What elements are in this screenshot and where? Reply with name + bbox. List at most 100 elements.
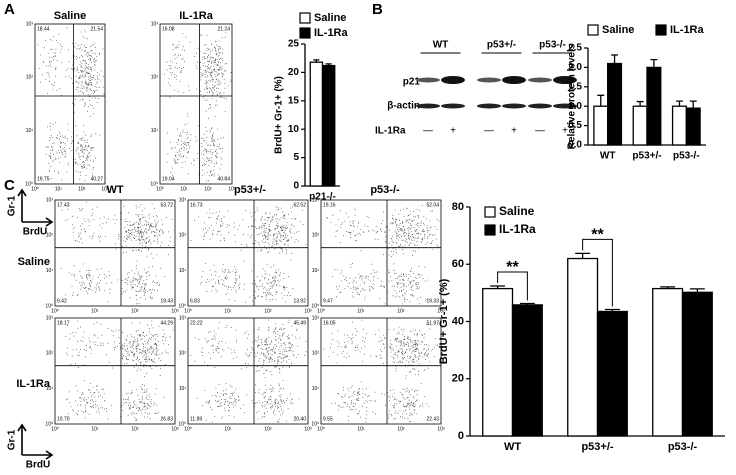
x-tick-label: p53+/-	[632, 151, 661, 162]
quadrant-value: 18.17	[57, 320, 70, 326]
quadrant-value: 16.05	[323, 320, 336, 326]
plot-title: Saline	[54, 10, 86, 22]
y-tick-label: 0	[458, 430, 464, 442]
band	[553, 103, 577, 109]
flow-tick: 10¹	[312, 386, 320, 392]
flow-tick: 10⁰	[45, 303, 53, 309]
flow-tick: 10¹	[26, 128, 34, 134]
significance: **	[591, 227, 604, 244]
flow-tick: 10⁰	[311, 421, 319, 427]
flow-tick: 10⁰	[25, 181, 33, 187]
error-bar	[604, 308, 620, 312]
error-bar	[660, 286, 676, 289]
quadrant-value: 51.97	[426, 320, 439, 326]
flow-tick: 10¹	[151, 128, 159, 134]
flow-tick: 10³	[304, 308, 312, 314]
legend-label: Saline	[314, 12, 346, 24]
quadrant-value: 45.49	[293, 320, 306, 326]
bar	[671, 105, 687, 146]
bar	[511, 304, 543, 437]
quadrant-value: 16.08	[162, 26, 175, 32]
quadrant-value: 62.52	[293, 202, 306, 208]
legend-swatch	[299, 12, 311, 24]
plot-title: IL-1Ra	[179, 10, 214, 22]
flow-dots	[190, 319, 307, 423]
y-axis-label: BrdU+ Gr-1+ (%)	[274, 76, 285, 154]
flow-tick: 10¹	[224, 308, 232, 314]
quadrant-value: 6.83	[190, 298, 200, 304]
quadrant-value: 13.92	[293, 298, 306, 304]
flow-tick: 10²	[397, 308, 405, 314]
flow-tick: 10³	[171, 426, 179, 432]
x-tick-label: p53+/-	[581, 441, 613, 453]
significance-bracket	[582, 238, 613, 307]
y-tick-label: 0.5	[568, 120, 582, 131]
quadrant-value: 40.84	[217, 176, 230, 182]
plot-frame	[187, 317, 309, 425]
legend-label: Saline	[499, 204, 535, 218]
flow-tick: 10⁰	[317, 426, 325, 432]
y-tick-label: 40	[452, 315, 464, 327]
legend-swatch	[587, 24, 599, 36]
blot-row: p21	[403, 77, 421, 88]
bar	[593, 105, 609, 146]
flow-dots	[164, 26, 232, 182]
flow-tick: 10²	[204, 186, 212, 192]
quadrant-value: 19.16	[323, 202, 336, 208]
treatment-mark: —	[423, 126, 433, 137]
error-bar	[676, 100, 683, 107]
flow-tick: 10²	[151, 75, 159, 81]
quadrant-value: 9.47	[323, 298, 333, 304]
band	[528, 77, 552, 83]
band	[502, 103, 526, 109]
quadrant-value: 9.42	[57, 298, 67, 304]
flow-tick: 10⁰	[156, 186, 164, 192]
x-tick-label: p21-/-	[309, 192, 336, 203]
flow-tick: 10²	[131, 308, 139, 314]
flow-tick: 10²	[264, 426, 272, 432]
legend-swatch	[655, 24, 667, 36]
significance-bracket	[497, 271, 528, 301]
plot-frame	[320, 199, 442, 307]
error-bar	[575, 252, 591, 259]
blot-group: p53-/-	[539, 40, 566, 51]
flow-dots	[323, 319, 438, 423]
legend-label: IL-1Ra	[670, 24, 705, 36]
error-bar	[611, 54, 618, 64]
blot-group: p53+/-	[487, 40, 516, 51]
error-bar	[689, 288, 705, 293]
y-tick-label: 20	[288, 67, 300, 78]
bar	[681, 291, 713, 437]
flow-tick: 10³	[304, 426, 312, 432]
flow-tick: 10²	[264, 308, 272, 314]
legend-label: IL-1Ra	[499, 222, 536, 236]
flow-tick: 10⁰	[45, 421, 53, 427]
flow-x-label: BrdU	[23, 227, 47, 238]
y-tick-label: 1.5	[568, 81, 582, 92]
error-bar	[597, 94, 605, 107]
flow-tick: 10¹	[357, 426, 365, 432]
column-title: p53+/-	[234, 184, 266, 196]
flow-tick: 10⁰	[184, 426, 192, 432]
flow-tick: 10²	[312, 351, 320, 357]
flow-x-label: BrdU	[26, 460, 50, 470]
plot-frame	[187, 199, 309, 307]
y-tick-label: 1.0	[568, 101, 582, 112]
flow-tick: 10³	[151, 21, 159, 27]
quadrant-value: 40.27	[90, 176, 103, 182]
error-bar	[689, 100, 697, 109]
flow-dots	[37, 27, 105, 182]
quadrant-value: 52.04	[426, 202, 439, 208]
bar	[685, 107, 701, 146]
y-tick-label: 10	[288, 124, 300, 135]
flow-tick: 10²	[78, 186, 86, 192]
legend-label: IL-1Ra	[314, 27, 349, 39]
y-tick-label: 60	[452, 258, 464, 270]
column-title: WT	[106, 184, 123, 196]
quadrant-value: 19.43	[160, 298, 173, 304]
flow-tick: 10¹	[179, 386, 187, 392]
band	[502, 76, 526, 84]
band	[477, 77, 501, 83]
flow-tick: 10³	[437, 426, 445, 432]
